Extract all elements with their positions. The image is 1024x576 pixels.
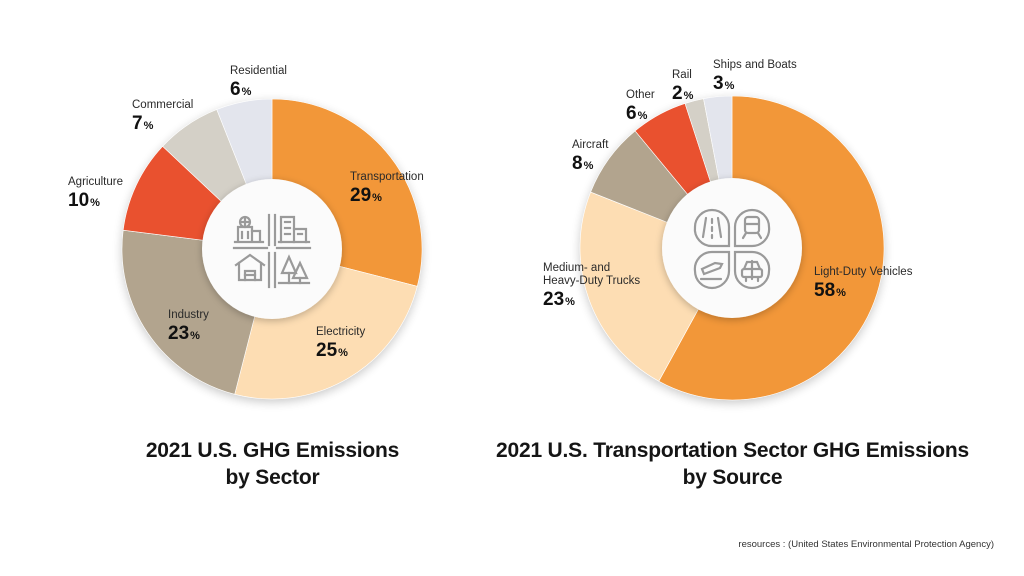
transport-donut-hole	[662, 178, 802, 318]
slice-label-residential: Residential 6%	[230, 65, 287, 100]
source-note: resources : (United States Environmental…	[738, 539, 994, 550]
slice-value: 29%	[350, 185, 382, 206]
slice-label-light-duty-vehicles: Light-Duty Vehicles 58%	[814, 266, 913, 301]
slice-value: 25%	[316, 340, 348, 361]
sector-labels: Transportation 29% Electricity 25% Industry 2…	[68, 65, 424, 361]
slice-value: 7%	[132, 113, 154, 134]
slice-label-electricity: Electricity 25%	[316, 326, 365, 361]
slice-label-rail: Rail 2%	[672, 69, 694, 104]
slice-value: 6%	[230, 79, 252, 100]
slice-label-text: Heavy-Duty Trucks	[543, 275, 640, 287]
slice-value: 23%	[543, 289, 575, 310]
slice-label-text: Other	[626, 89, 655, 101]
slice-label-commercial: Commercial 7%	[132, 99, 193, 134]
slice-label-text: Commercial	[132, 99, 193, 111]
slice-label-industry: Industry 23%	[168, 309, 209, 344]
transportation-donut-chart	[579, 95, 885, 401]
slice-label-text: Agriculture	[68, 176, 123, 188]
slice-value: 23%	[168, 323, 200, 344]
slice-label-text: Medium- and	[543, 262, 610, 274]
buildings-house-trees-icon	[232, 213, 312, 289]
sector-chart-title-line-2: by Sector	[225, 466, 320, 489]
sector-chart-title: 2021 U.S. GHG Emissions by Sector	[100, 437, 445, 491]
sector-chart-title-line-1: 2021 U.S. GHG Emissions	[145, 439, 400, 462]
slice-label-text: Rail	[672, 69, 692, 81]
sector-donut-hole	[202, 179, 342, 319]
slice-label-ships-and-boats: Ships and Boats 3%	[713, 59, 797, 94]
slice-label-text: Aircraft	[572, 139, 609, 151]
slice-label-transportation: Transportation 29%	[350, 171, 424, 206]
slice-value: 2%	[672, 83, 694, 104]
transportation-chart-title-line-2: by Source	[682, 466, 783, 489]
sector-donut-chart	[121, 98, 423, 400]
slice-label-text: Residential	[230, 65, 287, 77]
slice-value: 58%	[814, 280, 846, 301]
slice-label-agriculture: Agriculture 10%	[68, 176, 123, 211]
slice-label-aircraft: Aircraft 8%	[572, 139, 609, 174]
slice-value: 6%	[626, 103, 648, 124]
slice-label-text: Light-Duty Vehicles	[814, 266, 913, 278]
transportation-chart-title-line-1: 2021 U.S. Transportation Sector GHG Emis…	[496, 439, 969, 462]
slice-label-text: Ships and Boats	[713, 59, 797, 71]
transportation-labels: Light-Duty Vehicles 58% Medium- andHeavy-D…	[543, 59, 913, 310]
road-train-plane-car-icon	[693, 208, 771, 290]
slice-label-text: Transportation	[350, 171, 424, 183]
slice-label-other: Other 6%	[626, 89, 655, 124]
slice-value: 8%	[572, 153, 594, 174]
slice-value: 10%	[68, 190, 100, 211]
slice-label-text: Electricity	[316, 326, 365, 338]
slice-value: 3%	[713, 73, 735, 94]
slice-label-text: Industry	[168, 309, 209, 321]
transportation-chart-title: 2021 U.S. Transportation Sector GHG Emis…	[470, 437, 995, 491]
